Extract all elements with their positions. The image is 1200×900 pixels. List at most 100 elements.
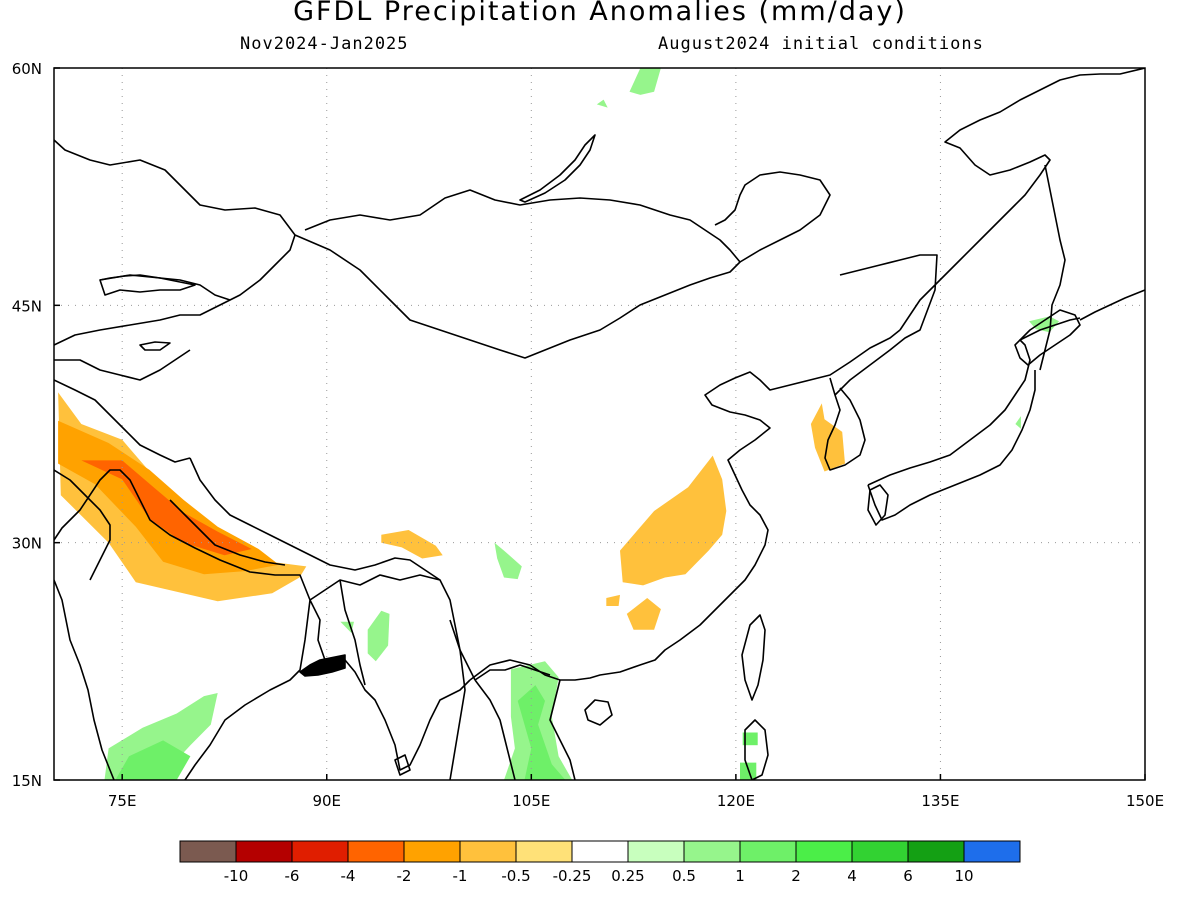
colorbar-label-5: -0.5 bbox=[501, 867, 530, 885]
anomaly-hokkaido bbox=[1029, 316, 1060, 333]
colorbar-swatch-3 bbox=[347, 840, 405, 863]
border-thai bbox=[449, 619, 466, 780]
colorbar-swatch-14 bbox=[963, 840, 1021, 863]
island-taiwan bbox=[741, 614, 766, 701]
colorbar-label-13: 10 bbox=[954, 867, 973, 885]
initial-conditions: August2024 initial conditions bbox=[658, 34, 984, 54]
colorbar-swatch-5 bbox=[459, 840, 517, 863]
anomaly-yunnan-tibet-edge bbox=[381, 530, 443, 559]
colorbar-swatch-4 bbox=[403, 840, 461, 863]
lon-label-105: 105E bbox=[512, 792, 550, 810]
colorbar-label-9: 1 bbox=[735, 867, 745, 885]
anomaly-india-south-core bbox=[115, 740, 191, 780]
anomaly-baikal-speck bbox=[596, 99, 608, 108]
border-china-korea bbox=[834, 254, 938, 396]
colorbar-label-12: 6 bbox=[903, 867, 913, 885]
colorbar-swatch-9 bbox=[683, 840, 741, 863]
border-china-russia-east bbox=[714, 171, 831, 263]
colorbar-label-7: 0.25 bbox=[611, 867, 644, 885]
colorbar: -10 -6 -4 -2 -1 -0.5 -0.25 0.25 0.5 1 2 4 6 10 bbox=[179, 840, 1021, 885]
border-china-kazakh bbox=[54, 234, 296, 346]
anomaly-western-himalaya bbox=[58, 392, 307, 602]
border-laos-vietnam bbox=[474, 679, 516, 780]
border-pakistan bbox=[54, 469, 111, 581]
colorbar-swatch-2 bbox=[291, 840, 349, 863]
coastline-bay-bengal bbox=[299, 659, 471, 771]
lon-label-135: 135E bbox=[921, 792, 959, 810]
coastline-india-west bbox=[54, 579, 115, 780]
map-frame bbox=[53, 67, 1146, 781]
colorbar-swatch-7 bbox=[571, 840, 629, 863]
lake-balkhash bbox=[99, 274, 196, 296]
anomaly-sichuan-green bbox=[494, 542, 522, 580]
forecast-period: Nov2024-Jan2025 bbox=[240, 34, 409, 54]
lon-label-90: 90E bbox=[312, 792, 341, 810]
anomaly-south-china-patch bbox=[626, 598, 661, 630]
anomaly-himalaya-peak bbox=[81, 460, 252, 556]
anomaly-taiwan bbox=[742, 732, 758, 746]
island-hainan bbox=[584, 699, 613, 726]
delta-bangladesh bbox=[299, 654, 346, 677]
coastline-russia-east bbox=[899, 68, 1145, 331]
coastline-japan-south bbox=[867, 370, 1036, 521]
anomaly-indochina-core bbox=[517, 685, 566, 780]
anomaly-bangladesh-east bbox=[367, 610, 390, 662]
anomaly-mongolia-north bbox=[629, 68, 661, 95]
island-kyushu bbox=[867, 484, 889, 526]
coastline-asia-south bbox=[54, 469, 311, 780]
colorbar-swatch-13 bbox=[907, 840, 965, 863]
colorbar-label-1: -6 bbox=[285, 867, 300, 885]
border-russia-mongolia bbox=[54, 139, 296, 236]
colorbar-swatch-1 bbox=[235, 840, 293, 863]
colorbar-label-0: -10 bbox=[224, 867, 249, 885]
island-luzon bbox=[744, 719, 769, 780]
coastline-sakhalin bbox=[1039, 164, 1066, 371]
anomaly-guangdong-patch bbox=[606, 594, 620, 606]
lon-label-75: 75E bbox=[108, 792, 137, 810]
lat-label-15: 15N bbox=[12, 772, 42, 790]
border-myanmar-inner bbox=[339, 579, 366, 686]
lat-label-45: 45N bbox=[12, 297, 42, 315]
border-tibet-south bbox=[189, 457, 441, 581]
lake-issyk-kul bbox=[139, 341, 171, 351]
colorbar-label-4: -1 bbox=[453, 867, 468, 885]
colorbar-label-8: 0.5 bbox=[672, 867, 696, 885]
colorbar-swatch-8 bbox=[627, 840, 685, 863]
lat-label-30: 30N bbox=[12, 535, 42, 553]
coastline-japan-honshu bbox=[867, 317, 1081, 486]
anomaly-honshu-speck bbox=[1015, 416, 1021, 429]
colorbar-label-3: -2 bbox=[397, 867, 412, 885]
coastline-vietnam bbox=[549, 679, 576, 780]
border-india-nepal bbox=[169, 499, 286, 566]
border-china-west bbox=[54, 379, 191, 463]
colorbar-label-11: 4 bbox=[847, 867, 857, 885]
anomaly-layer bbox=[58, 68, 1060, 780]
lon-label-150: 150E bbox=[1126, 792, 1164, 810]
border-china-vietnam bbox=[474, 664, 551, 681]
border-uzbek bbox=[54, 349, 191, 381]
colorbar-swatch-11 bbox=[795, 840, 853, 863]
lon-label-120: 120E bbox=[717, 792, 755, 810]
coastline-kamchatka-edge bbox=[1079, 289, 1145, 321]
chart-title: GFDL Precipitation Anomalies (mm/day) bbox=[293, 0, 907, 27]
colorbar-label-6: -0.25 bbox=[553, 867, 592, 885]
colorbar-swatch-6 bbox=[515, 840, 573, 863]
island-sri-hint bbox=[394, 754, 411, 776]
lat-label-60: 60N bbox=[12, 60, 42, 78]
colorbar-swatch-0 bbox=[179, 840, 237, 863]
island-hokkaido bbox=[1014, 309, 1081, 366]
colorbar-swatch-10 bbox=[739, 840, 797, 863]
colorbar-label-2: -4 bbox=[341, 867, 356, 885]
colorbar-swatch-12 bbox=[851, 840, 909, 863]
coastline-korea bbox=[824, 377, 866, 471]
anomaly-korea bbox=[810, 403, 845, 472]
border-india-bangla bbox=[309, 599, 326, 661]
anomaly-east-china bbox=[620, 455, 727, 586]
coastlines-borders bbox=[54, 68, 1145, 780]
gridlines bbox=[54, 68, 1145, 780]
coastline-indochina bbox=[469, 329, 901, 681]
colorbar-label-10: 2 bbox=[791, 867, 801, 885]
lake-baikal bbox=[519, 134, 596, 203]
axis-labels: 75E 90E 105E 120E 135E 150E 60N 45N 30N 15N bbox=[12, 60, 1164, 810]
